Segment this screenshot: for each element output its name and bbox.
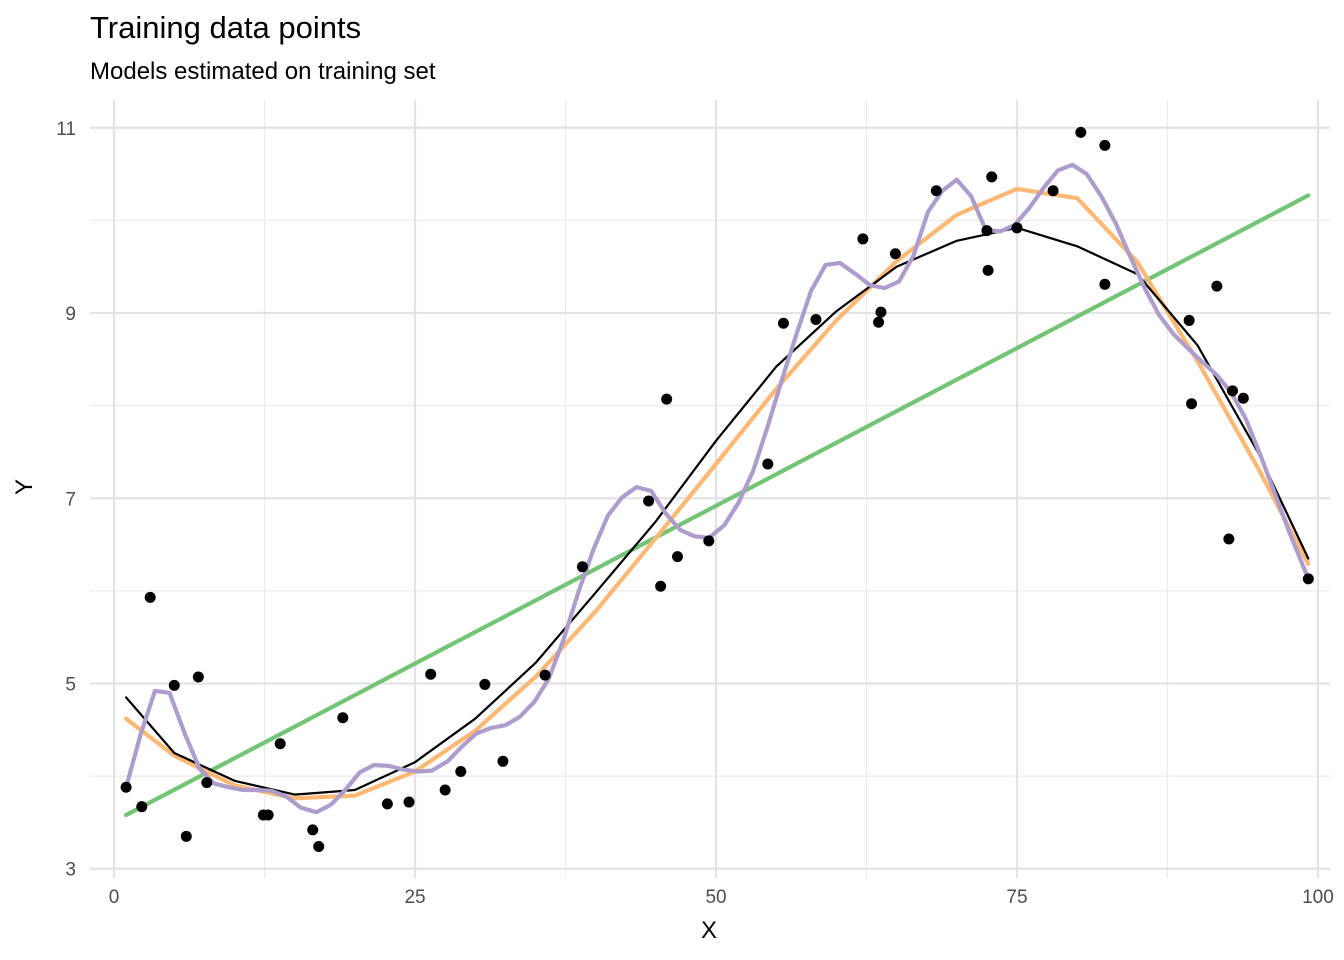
data-point [777,317,789,329]
data-point [497,755,509,767]
data-point [136,801,148,813]
data-point [1211,280,1223,292]
data-point [875,306,887,318]
data-point [661,393,673,405]
model-lines [123,162,1311,818]
data-point [168,679,180,691]
data-point [1237,392,1249,404]
data-point [201,777,213,789]
data-point [539,669,551,681]
y-axis-title: Y [11,479,38,495]
y-tick-label: 5 [65,675,76,696]
data-point [857,233,869,245]
x-axis-title: X [701,917,717,944]
data-point [981,225,993,237]
data-point [982,264,994,276]
data-point [479,678,491,690]
data-point [671,551,683,563]
data-point [192,671,204,683]
data-point [1099,139,1111,151]
data-point [439,784,451,796]
data-point [313,841,325,853]
data-point [381,798,393,810]
y-tick-label: 7 [65,489,76,510]
x-tick-label: 50 [705,887,726,908]
data-point [403,796,415,808]
data-point [144,591,156,603]
data-point [180,830,192,842]
data-point [1226,385,1238,397]
overfit-line [123,162,1311,815]
data-point [1011,222,1023,234]
x-tick-labels: 0 25 50 75 100 [109,887,1334,908]
chart-title: Training data points [90,10,362,45]
data-point [655,580,667,592]
x-tick-label: 75 [1006,887,1027,908]
y-tick-label: 9 [65,304,76,325]
training-points [120,126,1314,853]
data-point [576,561,588,573]
data-point [762,458,774,470]
data-point [1223,533,1235,545]
data-point [307,824,319,836]
data-point [1075,126,1087,138]
data-point [425,668,437,680]
data-point [455,765,467,777]
smooth-fit-line [123,186,1311,801]
data-point [1186,398,1198,410]
chart-subtitle: Models estimated on training set [90,58,436,85]
data-point [274,738,286,750]
y-tick-labels: 3 5 7 9 11 [56,119,76,881]
data-point [120,781,132,793]
true-function-line [124,226,1310,796]
x-tick-label: 0 [109,887,120,908]
data-point [1183,314,1195,326]
data-point [986,171,998,183]
data-point [337,712,349,724]
x-tick-label: 100 [1302,887,1334,908]
y-tick-label: 11 [56,119,76,140]
data-point [643,495,655,507]
data-point [262,809,274,821]
data-point [1099,278,1111,290]
x-tick-label: 25 [404,887,425,908]
linear-fit-line [123,193,1311,818]
y-tick-label: 3 [65,860,76,881]
data-point [1302,573,1314,585]
data-point [703,535,715,547]
major-gridlines [90,100,1330,878]
data-point [889,248,901,260]
data-point [930,185,942,197]
data-point [873,316,885,328]
data-point [1047,185,1059,197]
data-point [810,314,822,326]
minor-gridlines [90,100,1330,878]
